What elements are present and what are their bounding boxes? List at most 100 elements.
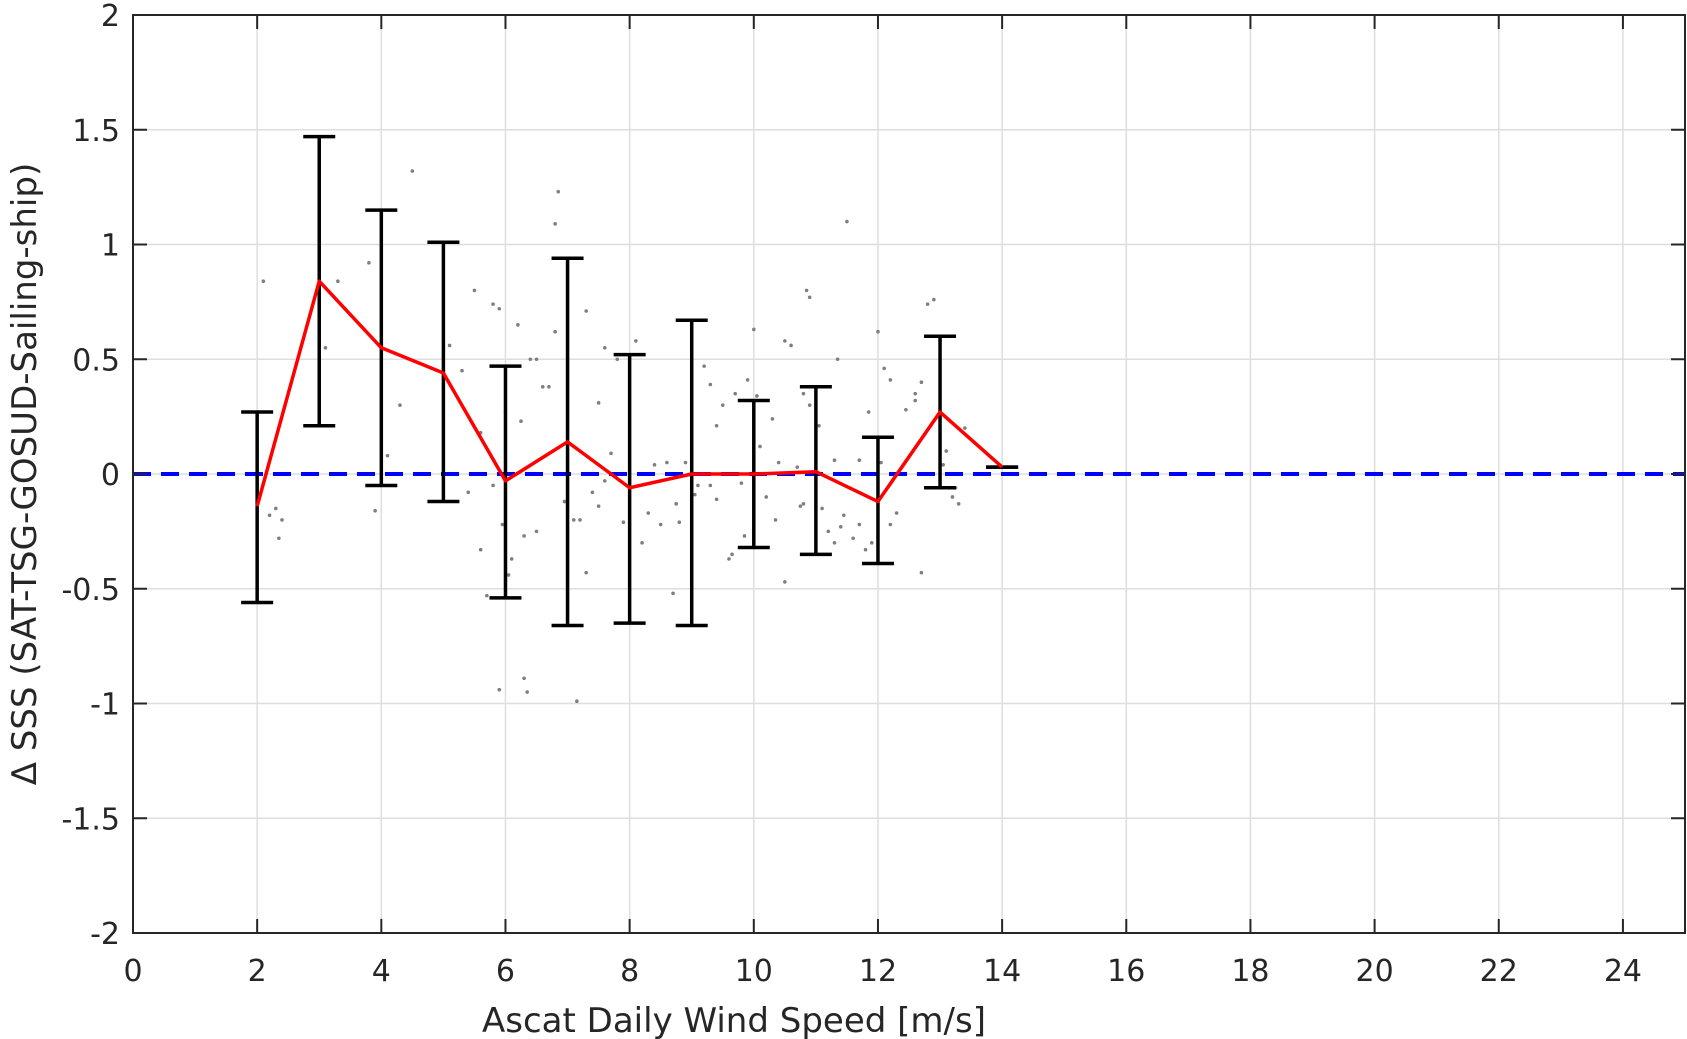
scatter-point [615,357,620,362]
scatter-point [888,378,893,382]
scatter-point [882,366,886,371]
scatter-point [603,345,607,350]
scatter-point [596,504,601,508]
scatter-point [857,522,862,527]
scatter-point [336,279,340,284]
scatter-point [506,573,511,577]
y-tick-label: -0.5 [61,573,120,608]
scatter-point [807,295,812,300]
scatter-point [733,391,737,396]
y-tick-label: 0.5 [72,343,120,378]
scatter-point [752,327,756,332]
scatter-point [500,522,505,527]
scatter-point [919,570,924,575]
scatter-point [783,580,787,584]
scatter-point [553,222,557,226]
scatter-point [832,458,837,463]
scatter-point [925,302,930,306]
scatter-point [677,520,682,524]
y-tick-label: -2 [90,917,120,952]
y-tick-label: -1 [90,688,120,723]
error-bar [241,410,274,605]
mean-line [255,279,1004,507]
scatter-point [460,368,464,373]
x-tick-label: 20 [1356,954,1394,989]
scatter-point [519,419,523,424]
x-axis-title: Ascat Daily Wind Speed [m/s] [482,1001,986,1039]
scatter-point [773,518,778,522]
x-tick-label: 16 [1107,954,1145,989]
scatter-point [596,401,601,405]
scatter-point [857,458,862,463]
scatter-point [835,357,840,362]
x-tick-label: 12 [859,954,897,989]
scatter-point [658,522,663,527]
scatter-point [708,382,713,387]
x-tick-label: 18 [1231,954,1269,989]
scatter-point [671,591,675,596]
scatter-point [261,279,266,284]
scatter-point [876,329,880,334]
scatter-point [745,378,750,382]
scatter-point [758,444,762,449]
scatter-point [522,676,526,681]
scatter-point [851,536,855,541]
x-tick-label: 10 [735,954,773,989]
scatter-point [764,495,769,499]
scatter-point [702,364,706,368]
y-axis-title: Δ SSS (SAT-TSG-GOSUD-Sailing-ship) [5,163,45,785]
scatter-point [789,343,793,348]
scatter-point [826,529,831,534]
scatter-point [944,449,949,453]
scatter-point [367,261,371,265]
scatter-point [817,424,821,428]
scatter-point [562,499,567,504]
scatter-point [584,309,588,313]
scatter-point [739,481,744,485]
scatter-point [904,407,908,412]
scatter-point [525,690,530,694]
scatter-point [640,541,644,545]
scatter-point [491,302,495,306]
scatter-point [863,547,868,552]
scatter-point [683,460,688,465]
scatter-point [845,219,849,224]
scatter-point [913,398,918,403]
scatter-point [534,357,539,362]
scatter-point [919,380,924,385]
scatter-point [267,513,272,518]
scatter-point [801,502,806,506]
scatter-point [373,508,377,513]
scatter-point [516,323,520,327]
scatter-point [842,513,846,518]
scatter-point [693,492,697,497]
scatter-point [410,169,415,173]
y-tick-label: 1.5 [72,114,120,149]
scatter-point [277,536,281,541]
scatter-point [941,463,945,467]
scatter-point [755,394,759,398]
scatter-point [528,357,533,362]
scatter-point [776,460,781,465]
x-tick-label: 8 [620,954,639,989]
scatter-point [720,403,725,407]
scatter-point [801,391,806,396]
scatter-point [540,384,545,389]
scatter-point [708,483,713,488]
scatter-point [807,403,812,407]
scatter-point [621,520,626,524]
scatter-points [261,169,967,704]
y-tick-label: 2 [101,0,120,34]
scatter-point [665,460,669,465]
scatter-point [634,339,638,343]
scatter-point [879,460,883,465]
scatter-point [956,502,961,506]
x-tick-label: 0 [123,954,142,989]
scatter-point [478,547,483,552]
scatter-point [491,483,495,488]
scatter-point [798,504,803,508]
x-tick-label: 2 [248,954,267,989]
scatter-point [280,518,284,522]
scatter-point [866,410,871,414]
